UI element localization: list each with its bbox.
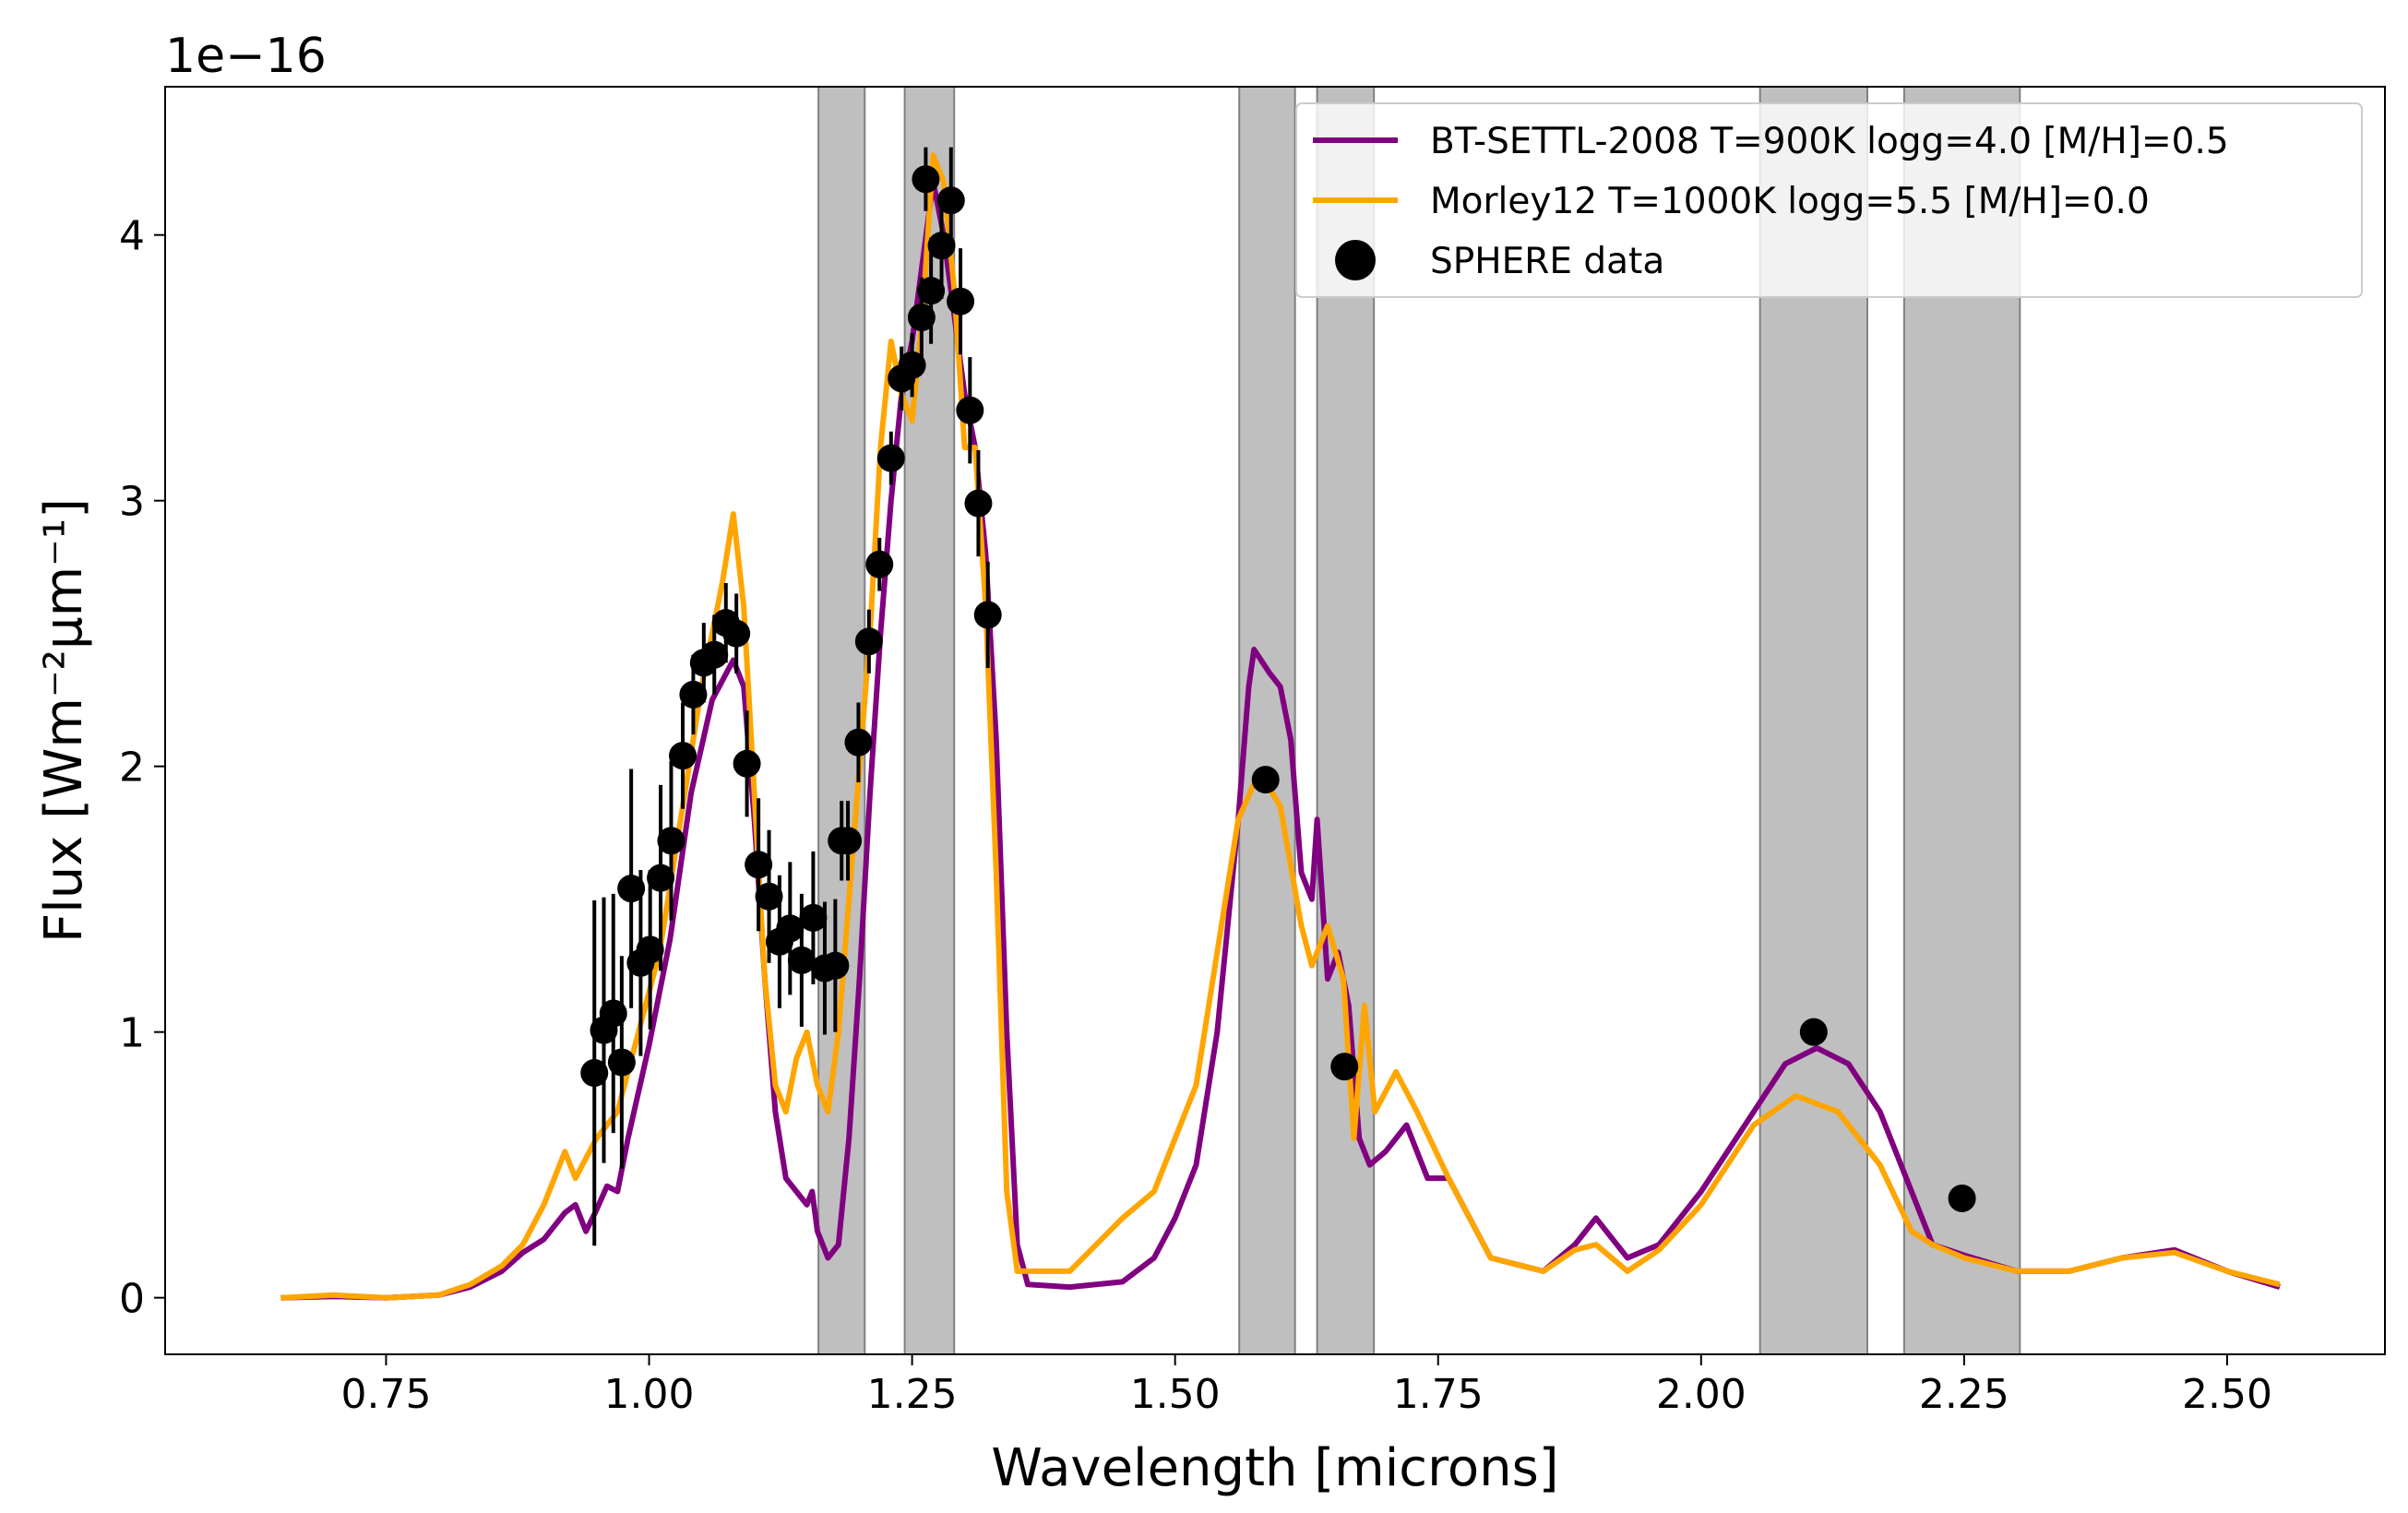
axes-frame [164,86,2386,1355]
offset-label: 1e−16 [165,29,327,84]
y-tick-label: 0 [119,1276,145,1323]
data-point [907,303,936,331]
data-point [599,999,627,1028]
data-point [936,186,965,215]
data-point [876,444,905,472]
data-point [1948,1184,1976,1212]
data-point [733,749,761,778]
data-point [947,287,975,316]
x-tick-label: 1.75 [1393,1371,1484,1418]
y-tick-label: 3 [119,479,145,526]
plot-area [280,147,2281,1301]
data-point [787,946,816,974]
data-point [636,935,664,964]
data-point [821,951,850,980]
data-point [956,396,984,424]
y-tick-label: 4 [119,213,145,260]
x-tick-label: 1.00 [604,1371,695,1418]
data-point [799,903,828,932]
x-tick-label: 2.25 [1919,1371,2009,1418]
data-point [917,277,946,305]
spectrum-line [280,179,2281,1301]
data-point [854,627,883,656]
data-point [973,601,1002,629]
data-point [964,489,993,518]
y-tick-label: 1 [119,1010,145,1057]
x-tick-label: 2.00 [1656,1371,1746,1418]
legend-label: SPHERE data [1430,241,1664,282]
data-point [700,640,729,669]
x-tick-label: 0.75 [340,1371,431,1418]
y-axis-label: Flux [Wm⁻²μm⁻¹] [34,498,94,943]
x-tick-label: 1.50 [1130,1371,1221,1418]
legend-box [1295,102,2363,298]
data-point [617,875,646,903]
x-tick-label: 1.25 [867,1371,958,1418]
x-tick-label: 2.50 [2182,1371,2272,1418]
data-point [1330,1053,1359,1081]
data-point [912,165,940,194]
data-point [927,232,956,260]
data-point [865,550,894,578]
data-point [844,728,873,756]
data-point [580,1059,609,1088]
data-point [1799,1018,1828,1046]
data-point [607,1048,636,1077]
data-point [669,742,697,770]
data-point [722,619,751,648]
legend-label: Morley12 T=1000K logg=5.5 [M/H]=0.0 [1430,181,2150,222]
data-point [657,827,685,855]
legend-label: BT-SETTL-2008 T=900K logg=4.0 [M/H]=0.5 [1430,121,2229,162]
spectrum-line [280,152,2281,1301]
x-axis-label: Wavelength [microns] [991,1438,1558,1498]
data-point [755,882,783,911]
data-point [679,680,708,709]
data-point [776,914,805,943]
data-point [1251,766,1280,794]
data-point [834,827,863,855]
legend-swatch [1335,240,1376,280]
data-point [647,864,675,892]
data-point [745,851,773,879]
y-tick-label: 2 [119,745,145,792]
data-point [898,351,926,379]
